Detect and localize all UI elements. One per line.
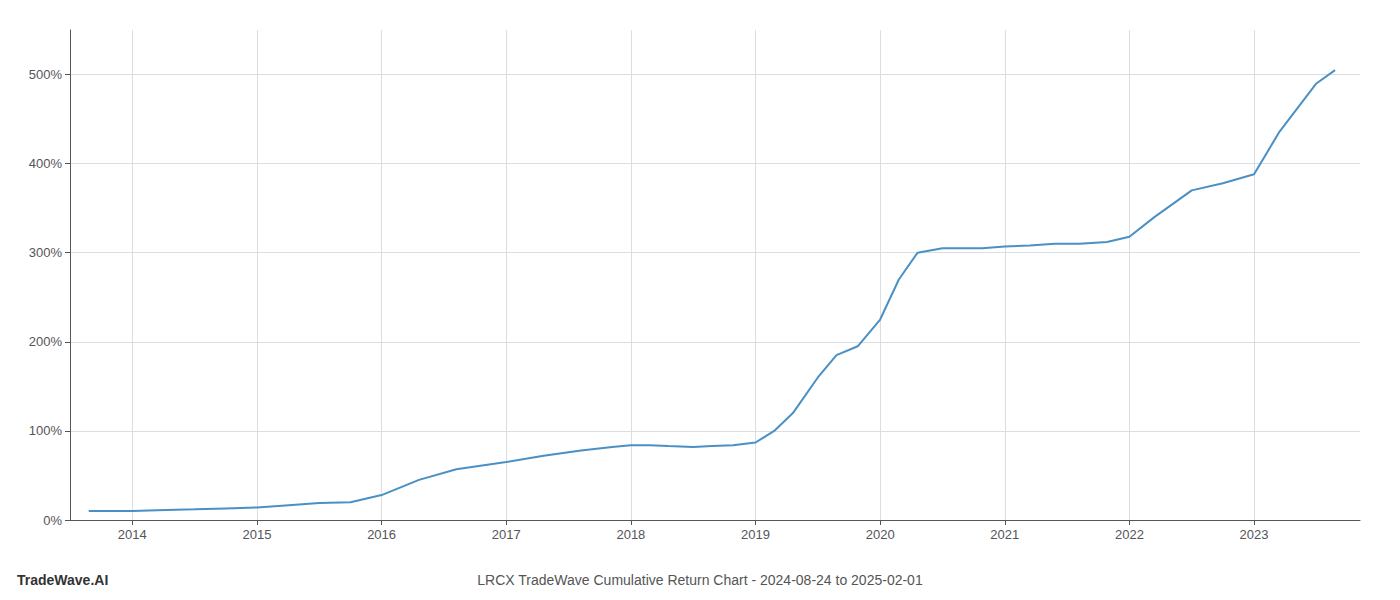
svg-text:400%: 400% — [29, 156, 63, 171]
svg-text:TradeWave.AI: TradeWave.AI — [17, 572, 108, 588]
svg-text:LRCX TradeWave Cumulative Retu: LRCX TradeWave Cumulative Return Chart -… — [477, 572, 923, 588]
svg-text:2019: 2019 — [741, 527, 770, 542]
svg-text:0%: 0% — [43, 513, 62, 528]
svg-text:300%: 300% — [29, 245, 63, 260]
svg-text:2023: 2023 — [1240, 527, 1269, 542]
svg-text:2014: 2014 — [118, 527, 147, 542]
svg-text:2021: 2021 — [990, 527, 1019, 542]
svg-text:2017: 2017 — [492, 527, 521, 542]
svg-text:200%: 200% — [29, 334, 63, 349]
svg-text:2020: 2020 — [866, 527, 895, 542]
svg-text:2016: 2016 — [367, 527, 396, 542]
svg-text:2022: 2022 — [1115, 527, 1144, 542]
svg-text:2018: 2018 — [616, 527, 645, 542]
svg-text:2015: 2015 — [242, 527, 271, 542]
svg-text:100%: 100% — [29, 423, 63, 438]
svg-text:500%: 500% — [29, 67, 63, 82]
